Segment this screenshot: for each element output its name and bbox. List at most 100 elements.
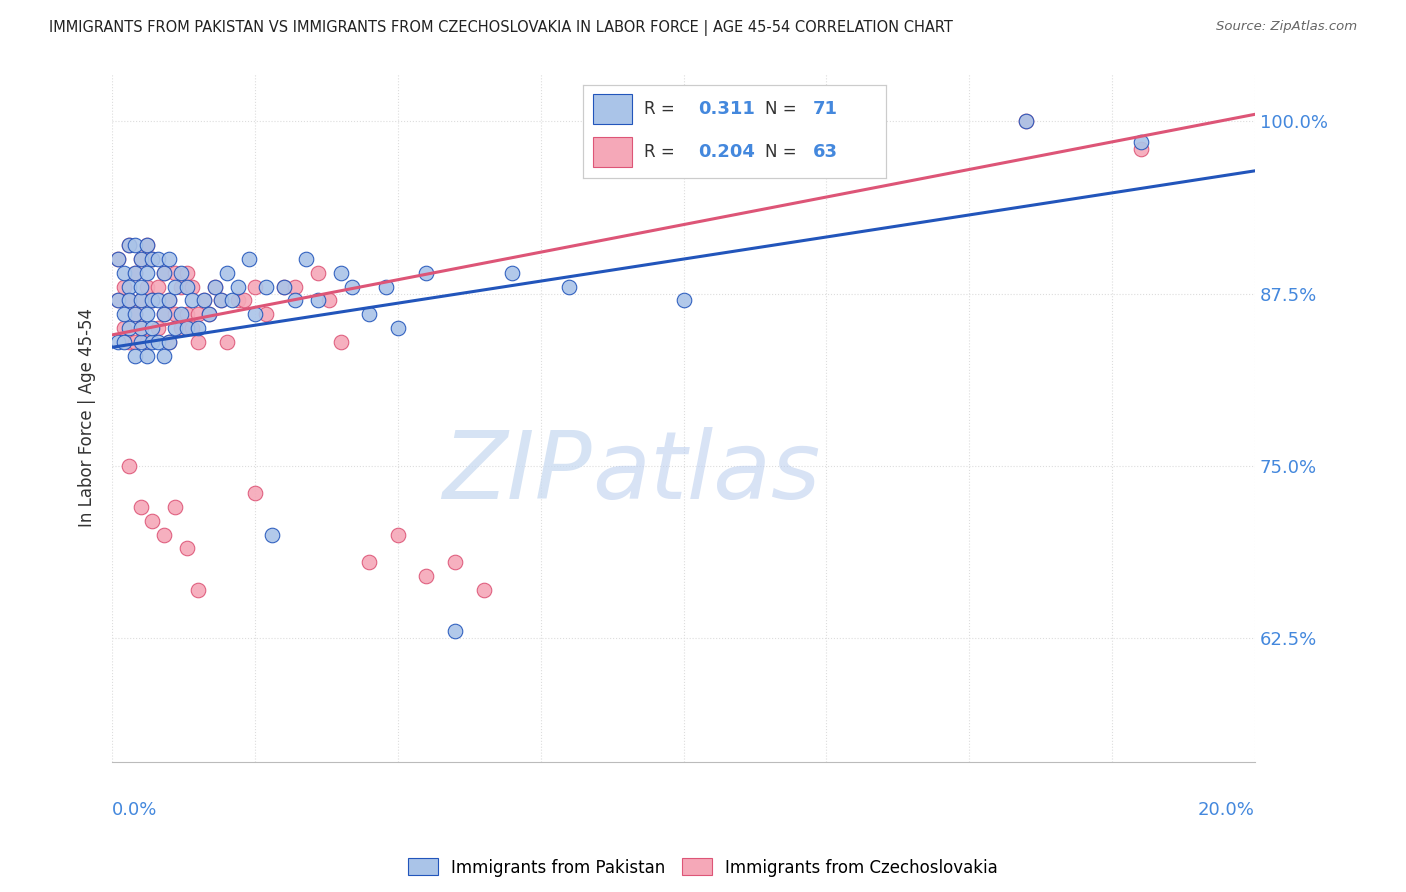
Point: [215, 266, 238, 280]
Point: [165, 321, 187, 335]
Point: [501, 266, 523, 280]
Point: [118, 293, 141, 308]
Point: [187, 582, 209, 597]
Point: [146, 293, 169, 308]
Point: [359, 555, 381, 569]
Point: [209, 293, 232, 308]
Point: [472, 582, 495, 597]
Point: [273, 279, 295, 293]
Point: [187, 307, 209, 321]
Point: [129, 252, 152, 266]
Point: [152, 307, 174, 321]
Text: R =: R =: [644, 100, 675, 118]
Point: [307, 293, 329, 308]
Point: [129, 252, 152, 266]
Point: [1129, 135, 1152, 149]
Point: [340, 279, 363, 293]
Point: [112, 307, 135, 321]
Point: [124, 238, 146, 252]
Point: [152, 266, 174, 280]
Point: [1129, 142, 1152, 156]
Point: [112, 279, 135, 293]
Point: [243, 279, 266, 293]
Point: [176, 321, 198, 335]
Point: [204, 279, 226, 293]
Point: [118, 334, 141, 349]
Point: [141, 514, 163, 528]
Point: [176, 541, 198, 556]
Point: [152, 307, 174, 321]
Point: [129, 293, 152, 308]
Point: [170, 307, 193, 321]
Point: [107, 252, 129, 266]
Text: ZIP: ZIP: [443, 427, 592, 518]
Point: [112, 334, 135, 349]
Point: [118, 238, 141, 252]
Text: 0.0%: 0.0%: [112, 801, 157, 819]
Point: [415, 266, 437, 280]
Point: [152, 266, 174, 280]
Point: [181, 293, 204, 308]
Point: [558, 279, 581, 293]
Point: [107, 293, 129, 308]
Point: [141, 252, 163, 266]
Point: [165, 500, 187, 515]
Point: [415, 569, 437, 583]
Point: [129, 500, 152, 515]
Text: R =: R =: [644, 144, 675, 161]
Point: [226, 279, 249, 293]
Point: [307, 266, 329, 280]
Point: [329, 334, 352, 349]
Point: [1015, 114, 1038, 128]
Point: [284, 293, 307, 308]
Text: 0.311: 0.311: [699, 100, 755, 118]
Point: [118, 458, 141, 473]
Point: [135, 266, 157, 280]
Point: [135, 238, 157, 252]
Point: [157, 293, 180, 308]
FancyBboxPatch shape: [592, 95, 631, 124]
Point: [141, 321, 163, 335]
Point: [198, 307, 221, 321]
Point: [135, 349, 157, 363]
Point: [135, 307, 157, 321]
Point: [124, 307, 146, 321]
Point: [273, 279, 295, 293]
Point: [152, 349, 174, 363]
Text: IMMIGRANTS FROM PAKISTAN VS IMMIGRANTS FROM CZECHOSLOVAKIA IN LABOR FORCE | AGE : IMMIGRANTS FROM PAKISTAN VS IMMIGRANTS F…: [49, 20, 953, 36]
Point: [135, 334, 157, 349]
Point: [107, 334, 129, 349]
Point: [165, 279, 187, 293]
Point: [129, 279, 152, 293]
Point: [375, 279, 398, 293]
Text: 71: 71: [813, 100, 838, 118]
Point: [165, 266, 187, 280]
Point: [262, 527, 284, 541]
Point: [243, 307, 266, 321]
Text: N =: N =: [765, 100, 796, 118]
Point: [129, 293, 152, 308]
Point: [112, 266, 135, 280]
Point: [1015, 114, 1038, 128]
Point: [118, 279, 141, 293]
Point: [124, 266, 146, 280]
Point: [124, 349, 146, 363]
Point: [204, 279, 226, 293]
Point: [124, 266, 146, 280]
Point: [129, 321, 152, 335]
Point: [157, 334, 180, 349]
Point: [141, 334, 163, 349]
Point: [187, 321, 209, 335]
Point: [129, 321, 152, 335]
Point: [124, 307, 146, 321]
Point: [238, 252, 260, 266]
Legend: Immigrants from Pakistan, Immigrants from Czechoslovakia: Immigrants from Pakistan, Immigrants fro…: [408, 858, 998, 877]
Point: [157, 334, 180, 349]
Point: [256, 279, 278, 293]
Point: [209, 293, 232, 308]
Point: [141, 293, 163, 308]
Point: [176, 279, 198, 293]
Point: [146, 321, 169, 335]
Point: [170, 279, 193, 293]
Point: [170, 266, 193, 280]
